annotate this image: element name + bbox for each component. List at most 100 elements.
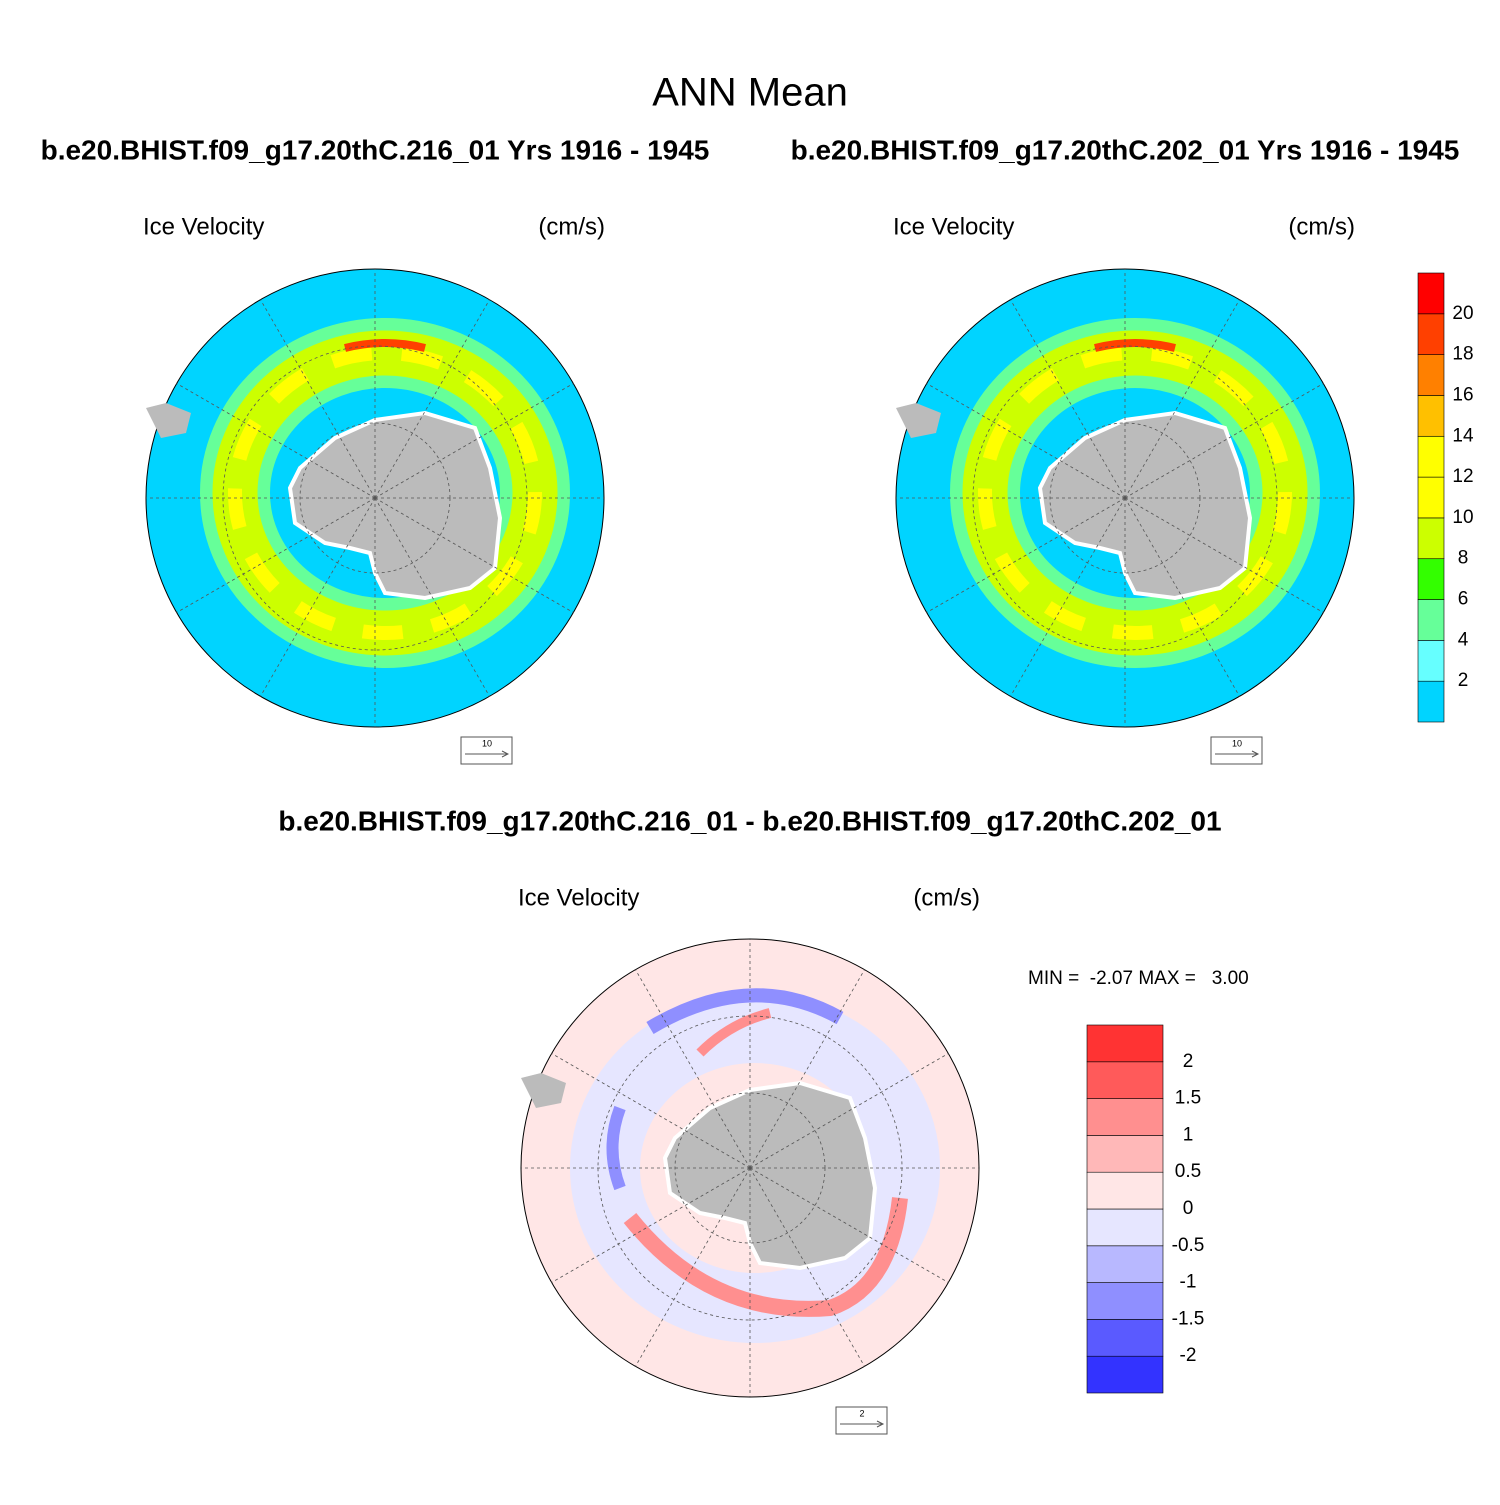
- colorbar-box: [1086, 1245, 1164, 1283]
- parallel: [597, 1015, 903, 1321]
- ref-vector-label: 2: [859, 1408, 864, 1418]
- meridian: [749, 969, 865, 1169]
- colorbar-label: 0.5: [1175, 1161, 1201, 1182]
- colorbar-box: [1086, 1024, 1164, 1063]
- continent: [287, 410, 503, 601]
- colorbar-box: [1417, 558, 1445, 600]
- ref-vector-label: 10: [1232, 738, 1242, 748]
- continent: [1037, 410, 1253, 601]
- meridian: [926, 383, 1126, 499]
- colorbar-box: [1086, 1208, 1164, 1247]
- panel-units: (cm/s): [538, 213, 605, 240]
- ref-vector-head: [501, 750, 510, 758]
- colorbar-label: 12: [1452, 466, 1473, 487]
- continent: [662, 1080, 878, 1271]
- colorbar-box: [1086, 1135, 1164, 1173]
- colorbar-box: [1417, 640, 1445, 682]
- colorbar-label: 2: [1183, 1051, 1194, 1072]
- diff-neg: [646, 988, 844, 1035]
- ref-vector-box: [835, 1406, 888, 1435]
- meridian: [551, 1053, 751, 1169]
- meridian: [1124, 299, 1240, 499]
- meridian: [374, 497, 574, 613]
- colorbar-label: 10: [1452, 507, 1473, 528]
- parallel: [674, 1092, 826, 1244]
- colorbar-label: 0: [1183, 1198, 1194, 1219]
- panel-label: Ice Velocity: [893, 213, 1014, 240]
- meridian: [635, 1167, 751, 1367]
- meridian: [926, 497, 1126, 613]
- ice-band: [228, 346, 542, 640]
- colorbar-box: [1417, 517, 1445, 560]
- colorbar-label: 1.5: [1175, 1088, 1201, 1109]
- colorbar-label: -1.5: [1172, 1308, 1205, 1329]
- colorbar-label: 14: [1452, 425, 1474, 446]
- colorbar-label: 2: [1458, 670, 1469, 691]
- panel-header: b.e20.BHIST.f09_g17.20thC.202_01 Yrs 191…: [791, 134, 1460, 165]
- colorbar-box: [1086, 1061, 1164, 1099]
- colorbar-label: 4: [1458, 629, 1469, 650]
- meridian: [551, 1167, 751, 1283]
- meridian: [749, 1053, 949, 1169]
- colorbar-label: 1: [1183, 1124, 1194, 1145]
- meridian: [635, 969, 751, 1169]
- parallel: [972, 345, 1278, 651]
- south-america: [896, 403, 941, 438]
- meridian: [374, 383, 574, 499]
- ref-vector-box: [460, 736, 513, 765]
- panel-units: (cm/s): [913, 884, 980, 911]
- meridian: [260, 299, 376, 499]
- colorbar-label: 8: [1458, 548, 1469, 569]
- ref-vector-box: [1210, 736, 1263, 765]
- meridian: [1124, 497, 1324, 613]
- ice-high: [1094, 339, 1176, 352]
- panel-header: b.e20.BHIST.f09_g17.20thC.216_01 - b.e20…: [278, 805, 1221, 836]
- colorbar-box: [1417, 395, 1445, 437]
- colorbar-box: [1086, 1171, 1164, 1210]
- colorbar-label: -1: [1180, 1272, 1197, 1293]
- diff-neg: [606, 1105, 626, 1191]
- south-america: [146, 403, 191, 438]
- panel-units: (cm/s): [1288, 213, 1355, 240]
- parallel: [299, 422, 451, 574]
- meridian: [374, 299, 490, 499]
- meridian: [1010, 299, 1126, 499]
- colorbar-box: [1417, 272, 1445, 315]
- colorbar-box: [1417, 680, 1445, 723]
- colorbar-label: 16: [1452, 384, 1473, 405]
- panel-label: Ice Velocity: [143, 213, 264, 240]
- diff-pos: [696, 1008, 772, 1057]
- colorbar-label: 18: [1452, 344, 1473, 365]
- stats: MIN = -2.07 MAX = 3.00: [1028, 968, 1249, 989]
- meridian: [374, 497, 490, 697]
- meridian: [1124, 383, 1324, 499]
- panel-header: b.e20.BHIST.f09_g17.20thC.216_01 Yrs 191…: [41, 134, 710, 165]
- colorbar-label: 20: [1452, 303, 1473, 324]
- title: ANN Mean: [652, 71, 848, 115]
- diff-pos: [623, 1197, 908, 1317]
- colorbar-box: [1417, 476, 1445, 519]
- colorbar-box: [1417, 354, 1445, 396]
- parallel: [1049, 422, 1201, 574]
- ref-vector-head: [876, 1420, 885, 1428]
- meridian: [749, 1167, 949, 1283]
- ref-vector-label: 10: [482, 738, 492, 748]
- colorbar-label: -0.5: [1172, 1235, 1205, 1256]
- meridian: [176, 383, 376, 499]
- meridian: [1124, 497, 1240, 697]
- ice-high: [344, 339, 426, 352]
- ref-vector-head: [1251, 750, 1260, 758]
- colorbar-box: [1086, 1319, 1164, 1357]
- colorbar-box: [1417, 313, 1445, 355]
- south-america: [521, 1073, 566, 1108]
- colorbar-box: [1086, 1098, 1164, 1136]
- meridian: [1010, 497, 1126, 697]
- panel-label: Ice Velocity: [518, 884, 639, 911]
- colorbar-box: [1417, 599, 1445, 641]
- ice-band: [978, 346, 1292, 640]
- colorbar-box: [1417, 435, 1445, 478]
- colorbar-box: [1086, 1355, 1164, 1394]
- meridian: [260, 497, 376, 697]
- parallel: [222, 345, 528, 651]
